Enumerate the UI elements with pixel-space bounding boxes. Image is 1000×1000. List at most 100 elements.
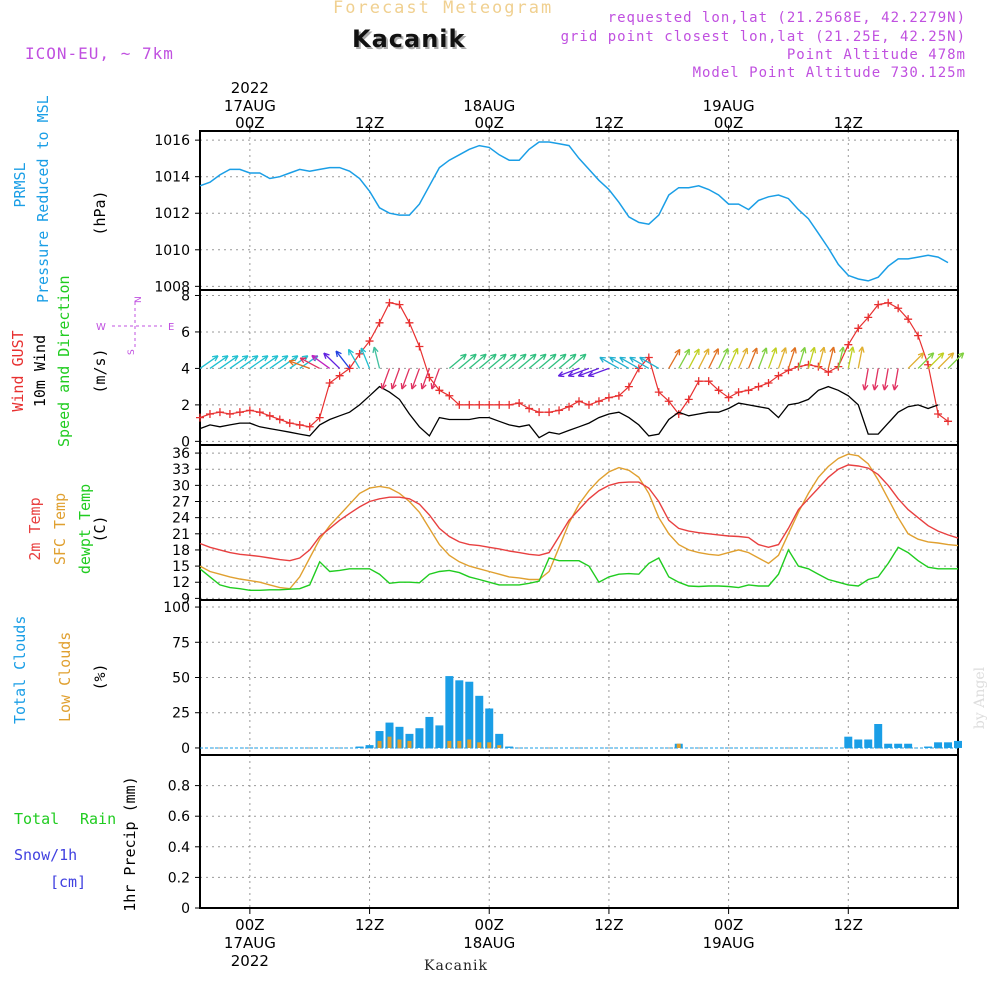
wind-direction-arrow	[498, 353, 517, 369]
panel-frame	[199, 289, 959, 446]
wind-direction-arrow	[391, 368, 401, 390]
gust-marker	[475, 400, 484, 409]
wind-arrowhead	[490, 353, 497, 361]
gust-marker	[844, 340, 853, 349]
total-cloud-bar	[924, 746, 933, 748]
wind-arrowhead	[838, 346, 846, 353]
wind-direction-arrow	[718, 348, 729, 369]
panel-frame	[199, 754, 959, 909]
gust-marker	[495, 400, 504, 409]
wind-direction-arrow	[688, 348, 700, 369]
wind-arrowhead	[372, 346, 379, 354]
wind-direction-arrow	[381, 368, 391, 390]
gust-marker	[395, 300, 404, 309]
location-title: Kacanik	[352, 25, 466, 53]
low-cloud-bar	[477, 742, 482, 748]
gust-marker	[325, 379, 334, 387]
y-tick-label: 75	[172, 635, 190, 651]
wind-direction-arrow	[458, 353, 477, 369]
wind-direction-arrow	[411, 368, 421, 390]
gust-marker	[854, 324, 863, 333]
gust-marker	[445, 391, 454, 400]
total-cloud-bar	[435, 725, 444, 748]
total-cloud-bar	[904, 743, 913, 748]
gust-marker	[435, 386, 444, 395]
wind-arrowhead	[231, 355, 239, 362]
wind-direction-arrow	[777, 347, 787, 369]
top-time-label: 00Z	[714, 114, 743, 132]
total-cloud-bar	[365, 745, 374, 748]
wind-direction-arrow	[373, 346, 381, 369]
wind-direction-arrow	[448, 353, 467, 369]
wind-arrowhead	[829, 346, 836, 354]
gust-marker	[884, 298, 893, 307]
wind-direction-arrow	[518, 353, 537, 369]
bottom-time-label: 00Z	[235, 916, 264, 934]
total-cloud-bar	[505, 746, 514, 748]
wind-arrowhead	[577, 371, 585, 378]
compass-s: S	[127, 349, 137, 355]
gust-marker	[924, 360, 933, 369]
wind-arrowhead	[251, 355, 259, 362]
total-cloud-bar	[854, 739, 863, 748]
low-cloud-bar	[407, 740, 412, 748]
temp-2m-line	[199, 464, 959, 562]
wind-direction-arrow	[609, 356, 630, 369]
wind-direction-arrow	[323, 352, 341, 369]
wind-direction-arrow	[708, 348, 719, 369]
bottom-date-label: 18AUG	[463, 934, 515, 952]
wind-direction-arrow	[488, 353, 507, 369]
y-tick-label: 0.4	[168, 840, 190, 856]
gust-marker	[305, 422, 314, 431]
wind-direction-arrow	[568, 367, 590, 377]
wind-direction-arrow	[837, 346, 844, 369]
wind-arrowhead	[947, 352, 955, 359]
y-tick-label: 50	[172, 671, 190, 687]
total-cloud-bar	[375, 731, 384, 748]
bottom-date-label: 17AUG	[224, 934, 276, 952]
gust-marker	[545, 408, 554, 417]
wind-direction-arrow	[348, 349, 361, 369]
gust-marker	[465, 400, 474, 409]
precip-rain-label: Rain	[80, 810, 117, 828]
wind-direction-arrow	[468, 353, 487, 369]
gust-marker	[255, 408, 264, 417]
wind-arrowhead	[917, 352, 925, 359]
wind-direction-arrow	[528, 353, 547, 369]
wind-direction-arrow	[478, 353, 497, 369]
gust-marker	[874, 300, 883, 309]
wind-arrowhead	[470, 353, 477, 361]
wind-arrowhead	[599, 356, 606, 363]
wind-direction-arrow	[827, 346, 835, 369]
wind-arrowhead	[629, 356, 636, 363]
wind-arrowhead	[639, 356, 646, 363]
wind-direction-arrow	[431, 368, 440, 390]
top-time-label: 12Z	[594, 114, 623, 132]
wind-arrowhead	[684, 348, 691, 356]
wind-arrowhead	[751, 347, 758, 355]
gust-marker	[644, 353, 653, 362]
wind-direction-arrow	[558, 353, 577, 369]
gust-marker	[934, 410, 943, 418]
gust-marker	[315, 413, 324, 422]
wind-direction-arrow	[767, 347, 777, 369]
wind-direction-arrow	[299, 357, 320, 369]
wind-direction-arrow	[199, 355, 219, 369]
wind-arrowhead	[559, 353, 567, 361]
wind-arrowhead	[510, 353, 517, 361]
wind-arrowhead	[410, 383, 417, 390]
total-cloud-bar	[475, 695, 484, 748]
total-cloud-bar	[864, 739, 873, 748]
gust-marker	[864, 313, 873, 322]
gust-marker	[196, 413, 204, 422]
gust-marker	[594, 397, 603, 406]
total-cloud-bar	[395, 726, 404, 748]
gust-marker	[654, 388, 663, 397]
total-cloud-bar	[455, 680, 464, 748]
wind-arrowhead	[335, 350, 342, 358]
y-tick-label: 36	[172, 446, 190, 462]
wind-direction-arrow	[917, 352, 935, 369]
wind-arrowhead	[221, 355, 229, 362]
total-cloud-bar	[944, 742, 953, 748]
gust-marker	[714, 386, 723, 395]
